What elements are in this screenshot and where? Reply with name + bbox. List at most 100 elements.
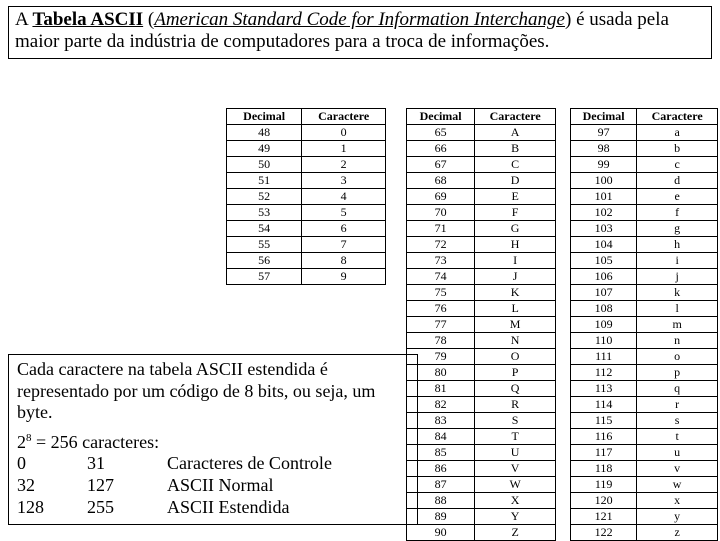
- table-cell: W: [475, 477, 556, 493]
- table-cell: 120: [571, 493, 637, 509]
- table-cell: 74: [407, 269, 475, 285]
- table-cell: 116: [571, 429, 637, 445]
- table-cell: 75: [407, 285, 475, 301]
- table-row: 76L: [407, 301, 556, 317]
- table-cell: 100: [571, 173, 637, 189]
- table-cell: E: [475, 189, 556, 205]
- table-row: 502: [227, 157, 386, 173]
- table-cell: 53: [227, 205, 302, 221]
- table-row: 118v: [571, 461, 718, 477]
- table-row: 74J: [407, 269, 556, 285]
- table-cell: 78: [407, 333, 475, 349]
- table-row: 106j: [571, 269, 718, 285]
- table-cell: 117: [571, 445, 637, 461]
- intro-paren-open: (: [143, 9, 154, 30]
- table-row: 87W: [407, 477, 556, 493]
- table-cell: 114: [571, 397, 637, 413]
- table-cell: 65: [407, 125, 475, 141]
- table-row: 69E: [407, 189, 556, 205]
- range-row: 128255ASCII Estendida: [17, 497, 409, 519]
- table-cell: 9: [302, 269, 386, 285]
- table-cell: 77: [407, 317, 475, 333]
- table-cell: 5: [302, 205, 386, 221]
- table-cell: A: [475, 125, 556, 141]
- table-cell: q: [637, 381, 718, 397]
- table-cell: 115: [571, 413, 637, 429]
- col-header-decimal: Decimal: [571, 109, 637, 125]
- table-row: 535: [227, 205, 386, 221]
- range-label: ASCII Estendida: [167, 497, 409, 519]
- range-from: 0: [17, 453, 87, 475]
- table-body: 480491502513524535546557568579: [227, 125, 386, 285]
- table-cell: 2: [302, 157, 386, 173]
- table-cell: K: [475, 285, 556, 301]
- table-row: 115s: [571, 413, 718, 429]
- table-cell: f: [637, 205, 718, 221]
- table-cell: 3: [302, 173, 386, 189]
- ranges-list: 031Caracteres de Controle32127ASCII Norm…: [17, 453, 409, 518]
- table-cell: 118: [571, 461, 637, 477]
- table-cell: 122: [571, 525, 637, 541]
- table-cell: t: [637, 429, 718, 445]
- table-cell: 73: [407, 253, 475, 269]
- ascii-table: Decimal Caractere 65A66B67C68D69E70F71G7…: [406, 108, 556, 541]
- table-cell: S: [475, 413, 556, 429]
- table-row: 119w: [571, 477, 718, 493]
- range-label: ASCII Normal: [167, 475, 409, 497]
- range-to: 255: [87, 497, 167, 519]
- table-cell: h: [637, 237, 718, 253]
- table-cell: 52: [227, 189, 302, 205]
- table-cell: R: [475, 397, 556, 413]
- table-cell: m: [637, 317, 718, 333]
- table-row: 491: [227, 141, 386, 157]
- table-cell: j: [637, 269, 718, 285]
- table-cell: 56: [227, 253, 302, 269]
- range-to: 31: [87, 453, 167, 475]
- table-cell: X: [475, 493, 556, 509]
- table-cell: 121: [571, 509, 637, 525]
- table-row: 80P: [407, 365, 556, 381]
- table-cell: 54: [227, 221, 302, 237]
- col-header-caractere: Caractere: [637, 109, 718, 125]
- range-to: 127: [87, 475, 167, 497]
- table-cell: 111: [571, 349, 637, 365]
- table-row: 568: [227, 253, 386, 269]
- table-cell: d: [637, 173, 718, 189]
- table-row: 85U: [407, 445, 556, 461]
- table-row: 524: [227, 189, 386, 205]
- intro-acronym: American Standard Code for Information I…: [154, 9, 565, 30]
- table-body: 97a98b99c100d101e102f103g104h105i106j107…: [571, 125, 718, 541]
- formula-rest: = 256 caracteres:: [32, 432, 160, 452]
- table-cell: 71: [407, 221, 475, 237]
- table-cell: y: [637, 509, 718, 525]
- table-cell: C: [475, 157, 556, 173]
- table-row: 110n: [571, 333, 718, 349]
- table-row: 112p: [571, 365, 718, 381]
- table-row: 83S: [407, 413, 556, 429]
- table-cell: 98: [571, 141, 637, 157]
- table-row: 98b: [571, 141, 718, 157]
- table-row: 72H: [407, 237, 556, 253]
- table-row: 73I: [407, 253, 556, 269]
- table-row: 65A: [407, 125, 556, 141]
- table-cell: w: [637, 477, 718, 493]
- table-cell: F: [475, 205, 556, 221]
- col-header-caractere: Caractere: [302, 109, 386, 125]
- table-cell: V: [475, 461, 556, 477]
- table-cell: 119: [571, 477, 637, 493]
- table-row: 105i: [571, 253, 718, 269]
- table-cell: M: [475, 317, 556, 333]
- table-cell: o: [637, 349, 718, 365]
- table-row: 68D: [407, 173, 556, 189]
- table-cell: 106: [571, 269, 637, 285]
- table-row: 114r: [571, 397, 718, 413]
- table-row: 82R: [407, 397, 556, 413]
- table-cell: 110: [571, 333, 637, 349]
- table-cell: 76: [407, 301, 475, 317]
- table-cell: 51: [227, 173, 302, 189]
- table-row: 90Z: [407, 525, 556, 541]
- table-cell: 67: [407, 157, 475, 173]
- table-cell: i: [637, 253, 718, 269]
- table-cell: 0: [302, 125, 386, 141]
- ascii-table-lower: Decimal Caractere 97a98b99c100d101e102f1…: [570, 108, 718, 541]
